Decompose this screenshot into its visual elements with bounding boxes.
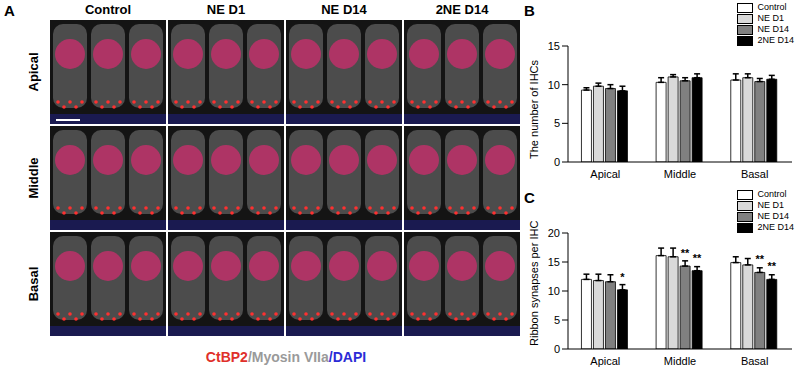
svg-text:Control: Control	[85, 2, 131, 17]
svg-text:Basal: Basal	[741, 168, 769, 180]
svg-text:*: *	[620, 271, 625, 283]
svg-text:Middle: Middle	[664, 168, 696, 180]
svg-text:2NE D14: 2NE D14	[436, 2, 490, 17]
svg-text:The number of IHCs: The number of IHCs	[528, 59, 540, 159]
svg-text:5: 5	[554, 117, 560, 129]
html-text:NE D1: NE D1	[757, 200, 784, 210]
html-text:Control: Control	[757, 189, 787, 199]
svg-text:Apical: Apical	[590, 355, 620, 367]
svg-text:5: 5	[554, 314, 560, 326]
svg-text:NE D1: NE D1	[207, 2, 245, 17]
svg-text:15: 15	[548, 256, 560, 268]
svg-text:Apical: Apical	[26, 52, 41, 91]
html-text:A: A	[4, 2, 15, 19]
svg-text:20: 20	[548, 227, 560, 239]
svg-text:**: **	[767, 260, 776, 272]
svg-text:CtBP2/Myosin VIIa/DAPI: CtBP2/Myosin VIIa/DAPI	[206, 349, 366, 365]
svg-text:NE D14: NE D14	[321, 2, 367, 17]
svg-text:Basal: Basal	[26, 267, 41, 302]
html-text:2NE D14: 2NE D14	[757, 222, 794, 232]
svg-text:10: 10	[548, 285, 560, 297]
svg-text:**: **	[755, 253, 764, 265]
html-text:NE D14: NE D14	[757, 211, 789, 221]
svg-text:10: 10	[548, 79, 560, 91]
svg-text:Ribbon synapses per IHC: Ribbon synapses per IHC	[528, 221, 540, 346]
svg-text:0: 0	[554, 156, 560, 168]
svg-text:Middle: Middle	[664, 355, 696, 367]
html-text:B: B	[524, 2, 535, 19]
svg-text:0: 0	[554, 343, 560, 355]
svg-text:15: 15	[548, 40, 560, 52]
svg-text:Apical: Apical	[590, 168, 620, 180]
html-text:NE D1: NE D1	[757, 13, 784, 23]
svg-text:**: **	[693, 252, 702, 264]
html-text:NE D14: NE D14	[757, 24, 789, 34]
svg-text:Basal: Basal	[741, 355, 769, 367]
html-text:Control: Control	[757, 2, 787, 12]
html-text:C: C	[524, 189, 535, 206]
svg-text:Middle: Middle	[26, 157, 41, 198]
html-text:2NE D14: 2NE D14	[757, 35, 794, 45]
svg-text:**: **	[681, 247, 690, 259]
